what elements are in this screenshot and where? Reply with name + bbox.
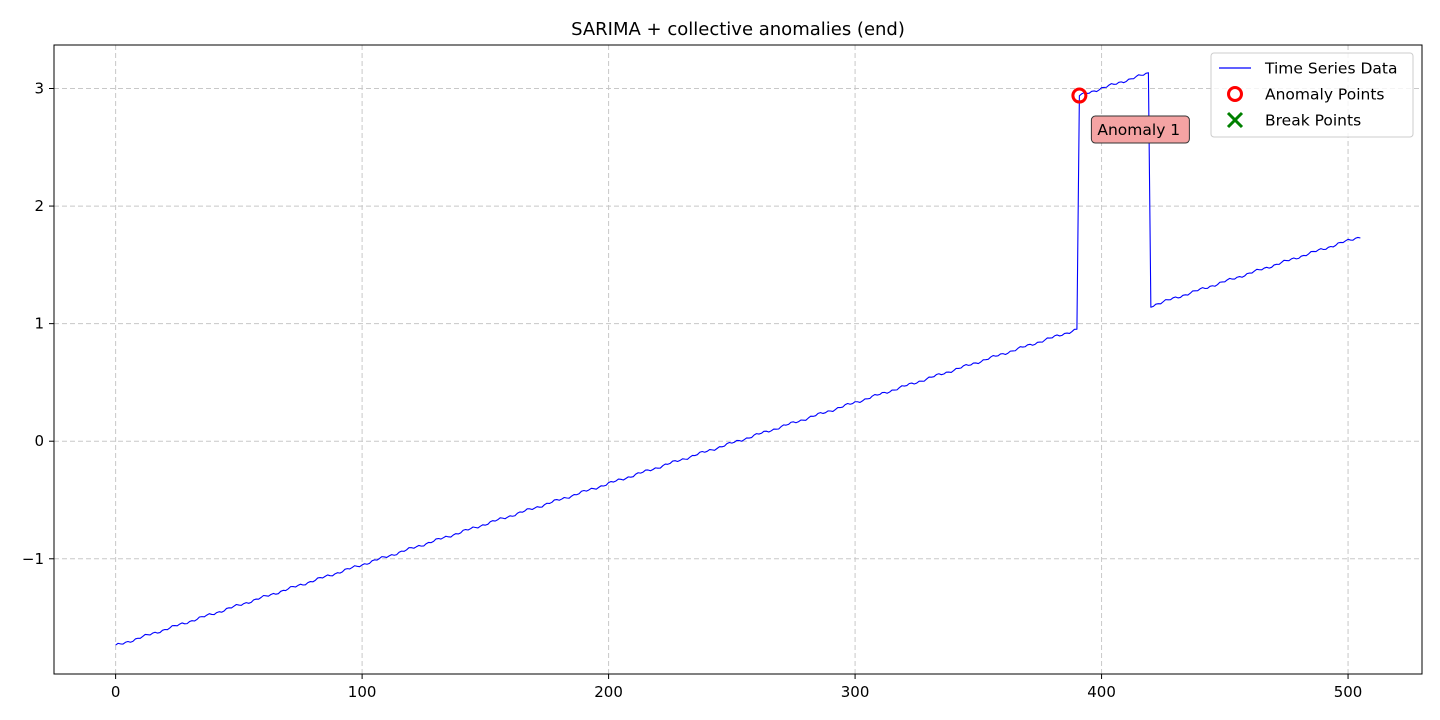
legend-anomaly-label: Anomaly Points [1265,86,1384,104]
x-tick-label: 200 [594,683,623,701]
y-tick-label: 0 [34,432,44,450]
annotation-label: Anomaly 1 [1097,121,1180,139]
break-x-icon [1226,111,1244,129]
annotation-box [1090,115,1190,144]
legend-box [1210,52,1414,138]
y-tick-label: 2 [34,197,44,215]
markers-layer [1071,87,1088,104]
series-line [115,72,1361,646]
x-tick-label: 400 [1087,683,1116,701]
plot-frame [53,44,1423,675]
x-tick-label: 0 [111,683,121,701]
series-layer [115,72,1361,646]
y-tick-label: 3 [34,80,44,98]
legend-anomaly-symbol [1227,86,1243,102]
y-axis-ticks: −1 0 1 2 3 [22,80,54,568]
x-axis-ticks: 0 100 200 300 400 500 [111,674,1363,701]
legend-series-label: Time Series Data [1264,60,1397,78]
annotation-layer: Anomaly 1 [1090,115,1190,144]
y-tick-label: 1 [34,315,44,333]
anomaly-marker [1071,87,1088,104]
grid-lines [54,45,1422,674]
chart-title: SARIMA + collective anomalies (end) [571,19,905,40]
x-tick-label: 300 [841,683,870,701]
x-tick-label: 500 [1334,683,1363,701]
x-tick-label: 100 [348,683,377,701]
legend: Time Series Data Anomaly Points Break Po… [1210,52,1414,138]
legend-break-label: Break Points [1265,112,1361,130]
y-tick-label: −1 [22,550,44,568]
legend-break-symbol [1226,111,1244,129]
